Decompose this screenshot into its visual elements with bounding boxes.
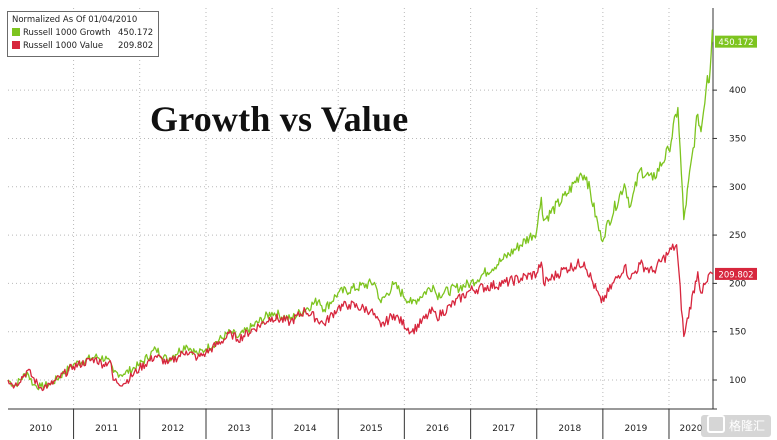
chart-legend: Normalized As Of 01/04/2010 Russell 1000…	[7, 11, 159, 57]
legend-value-value: 209.802	[118, 41, 154, 51]
logo-icon	[706, 415, 725, 433]
series-line-growth	[7, 29, 714, 391]
x-tick-label: 2012	[161, 424, 184, 434]
last-value-label-growth: 450.172	[718, 38, 753, 48]
series-line-value	[7, 243, 714, 392]
y-tick-label: 250	[729, 231, 746, 241]
legend-entry-value: Russell 1000 Value 209.802	[12, 41, 153, 51]
x-tick-label: 2014	[294, 424, 317, 434]
last-value-flag-growth	[715, 35, 757, 48]
legend-label-value: Russell 1000 Value	[23, 41, 104, 51]
y-tick-label: 400	[729, 86, 746, 96]
legend-label-growth: Russell 1000 Growth	[23, 28, 111, 38]
x-tick-label: 2017	[492, 424, 515, 434]
y-tick-label: 150	[729, 328, 746, 338]
legend-entry-growth: Russell 1000 Growth 450.172	[12, 28, 153, 38]
legend-swatch-growth	[12, 28, 20, 36]
y-tick-label: 350	[729, 134, 746, 144]
legend-value-growth: 450.172	[118, 28, 154, 38]
x-tick-label: 2016	[426, 424, 449, 434]
x-tick-label: 2020	[680, 424, 703, 434]
x-tick-label: 2015	[360, 424, 383, 434]
last-value-label-value: 209.802	[718, 270, 753, 280]
y-tick-label: 100	[729, 376, 746, 386]
x-tick-label: 2011	[95, 424, 118, 434]
chart-title: Growth vs Value	[150, 99, 409, 139]
last-value-flag-value	[715, 267, 757, 280]
chart-subtitle: Normalized As Of 01/04/2010	[12, 15, 138, 25]
y-tick-label: 200	[729, 279, 746, 289]
x-tick-label: 2013	[228, 424, 251, 434]
plot-area	[8, 8, 713, 409]
watermark-logo: 格隆汇	[701, 415, 771, 437]
watermark-label: 格隆汇	[728, 419, 765, 433]
y-tick-label: 300	[729, 183, 746, 193]
x-tick-label: 2019	[624, 424, 647, 434]
legend-swatch-value	[12, 41, 20, 49]
x-tick-label: 2010	[29, 424, 52, 434]
x-tick-label: 2018	[558, 424, 581, 434]
